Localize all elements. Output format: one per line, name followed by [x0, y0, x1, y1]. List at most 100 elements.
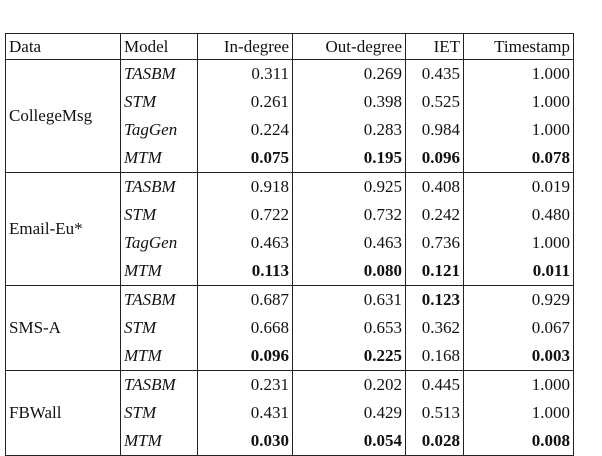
table-row: STM 0.431 0.429 0.513 1.000 — [6, 399, 574, 427]
value-cell: 0.668 — [197, 314, 293, 342]
table-row: FBWall TASBM 0.231 0.202 0.445 1.000 — [5, 370, 574, 456]
best-value: 0.121 — [421, 261, 460, 280]
value-cell: 0.653 — [292, 314, 406, 342]
best-value: 0.195 — [363, 148, 402, 167]
value-cell: 0.463 — [292, 229, 406, 257]
best-value: 0.008 — [531, 431, 570, 450]
value-cell: 0.202 — [292, 370, 406, 399]
model-cell: MTM — [120, 342, 198, 371]
best-value: 0.078 — [531, 148, 570, 167]
dataset-cell: Email-Eu* — [5, 172, 121, 286]
table-row: MTM 0.075 0.195 0.096 0.078 — [6, 144, 574, 173]
value-cell: 1.000 — [463, 229, 574, 257]
value-cell: 0.736 — [405, 229, 464, 257]
value-cell: 0.224 — [197, 116, 293, 144]
model-cell: MTM — [120, 144, 198, 173]
results-table: Data Model In-degree Out-degree IET Timestamp… — [5, 33, 574, 456]
value-cell: 0.067 — [463, 314, 574, 342]
value-cell: 1.000 — [463, 59, 574, 88]
value-cell: 0.429 — [292, 399, 406, 427]
best-value: 0.096 — [421, 148, 460, 167]
value-cell: 1.000 — [463, 88, 574, 116]
value-cell: 0.075 — [197, 144, 293, 173]
value-cell: 1.000 — [463, 116, 574, 144]
value-cell: 1.000 — [463, 399, 574, 427]
best-value: 0.054 — [363, 431, 402, 450]
value-cell: 0.918 — [197, 172, 293, 201]
value-cell: 0.463 — [197, 229, 293, 257]
value-cell: 0.362 — [405, 314, 464, 342]
value-cell: 0.030 — [197, 427, 293, 456]
value-cell: 0.123 — [405, 285, 464, 314]
best-value: 0.113 — [251, 261, 289, 280]
model-cell: STM — [120, 201, 198, 229]
model-cell: TASBM — [120, 172, 198, 201]
model-cell: TagGen — [120, 229, 198, 257]
value-cell: 0.003 — [463, 342, 574, 371]
value-cell: 0.080 — [292, 257, 406, 286]
value-cell: 0.225 — [292, 342, 406, 371]
value-cell: 0.431 — [197, 399, 293, 427]
value-cell: 0.008 — [463, 427, 574, 456]
header-row: Data Model In-degree Out-degree IET Timestamp — [5, 33, 574, 60]
dataset-cell: CollegeMsg — [5, 59, 121, 173]
value-cell: 0.096 — [405, 144, 464, 173]
table-row: Email-Eu* TASBM 0.918 0.925 0.408 0.019 — [5, 172, 574, 286]
model-cell: STM — [120, 399, 198, 427]
table-row: SMS-A TASBM 0.687 0.631 0.123 0.929 — [5, 285, 574, 371]
value-cell: 0.984 — [405, 116, 464, 144]
column-header: In-degree — [197, 33, 293, 60]
best-value: 0.030 — [250, 431, 289, 450]
column-header: IET — [405, 33, 464, 60]
value-cell: 0.445 — [405, 370, 464, 399]
value-cell: 0.311 — [197, 59, 293, 88]
value-cell: 0.925 — [292, 172, 406, 201]
value-cell: 0.168 — [405, 342, 464, 371]
value-cell: 0.078 — [463, 144, 574, 173]
value-cell: 0.195 — [292, 144, 406, 173]
column-header: Data — [5, 33, 121, 60]
value-cell: 0.722 — [197, 201, 293, 229]
dataset-cell: SMS-A — [5, 285, 121, 371]
value-cell: 0.028 — [405, 427, 464, 456]
value-cell: 0.480 — [463, 201, 574, 229]
best-value: 0.096 — [250, 346, 289, 365]
value-cell: 0.631 — [292, 285, 406, 314]
best-value: 0.011 — [532, 261, 570, 280]
column-header: Out-degree — [292, 33, 406, 60]
value-cell: 0.113 — [197, 257, 293, 286]
value-cell: 0.929 — [463, 285, 574, 314]
value-cell: 0.398 — [292, 88, 406, 116]
value-cell: 0.408 — [405, 172, 464, 201]
value-cell: 0.269 — [292, 59, 406, 88]
best-value: 0.225 — [363, 346, 402, 365]
table-row: STM 0.668 0.653 0.362 0.067 — [6, 314, 574, 342]
column-header: Model — [120, 33, 198, 60]
table-row: MTM 0.113 0.080 0.121 0.011 — [6, 257, 574, 286]
value-cell: 0.242 — [405, 201, 464, 229]
value-cell: 0.011 — [463, 257, 574, 286]
model-cell: STM — [120, 88, 198, 116]
table-row: TagGen 0.463 0.463 0.736 1.000 — [6, 229, 574, 257]
value-cell: 0.435 — [405, 59, 464, 88]
value-cell: 0.261 — [197, 88, 293, 116]
table-row: STM 0.261 0.398 0.525 1.000 — [6, 88, 574, 116]
model-cell: TASBM — [120, 59, 198, 88]
best-value: 0.028 — [421, 431, 460, 450]
value-cell: 0.019 — [463, 172, 574, 201]
value-cell: 0.121 — [405, 257, 464, 286]
model-cell: TagGen — [120, 116, 198, 144]
value-cell: 0.283 — [292, 116, 406, 144]
value-cell: 0.732 — [292, 201, 406, 229]
model-cell: TASBM — [120, 370, 198, 399]
model-cell: STM — [120, 314, 198, 342]
best-value: 0.075 — [250, 148, 289, 167]
table-row: CollegeMsg TASBM 0.311 0.269 0.435 1.000 — [5, 59, 574, 173]
best-value: 0.123 — [421, 290, 460, 309]
value-cell: 1.000 — [463, 370, 574, 399]
value-cell: 0.687 — [197, 285, 293, 314]
column-header: Timestamp — [463, 33, 574, 60]
model-cell: MTM — [120, 257, 198, 286]
dataset-cell: FBWall — [5, 370, 121, 456]
value-cell: 0.096 — [197, 342, 293, 371]
